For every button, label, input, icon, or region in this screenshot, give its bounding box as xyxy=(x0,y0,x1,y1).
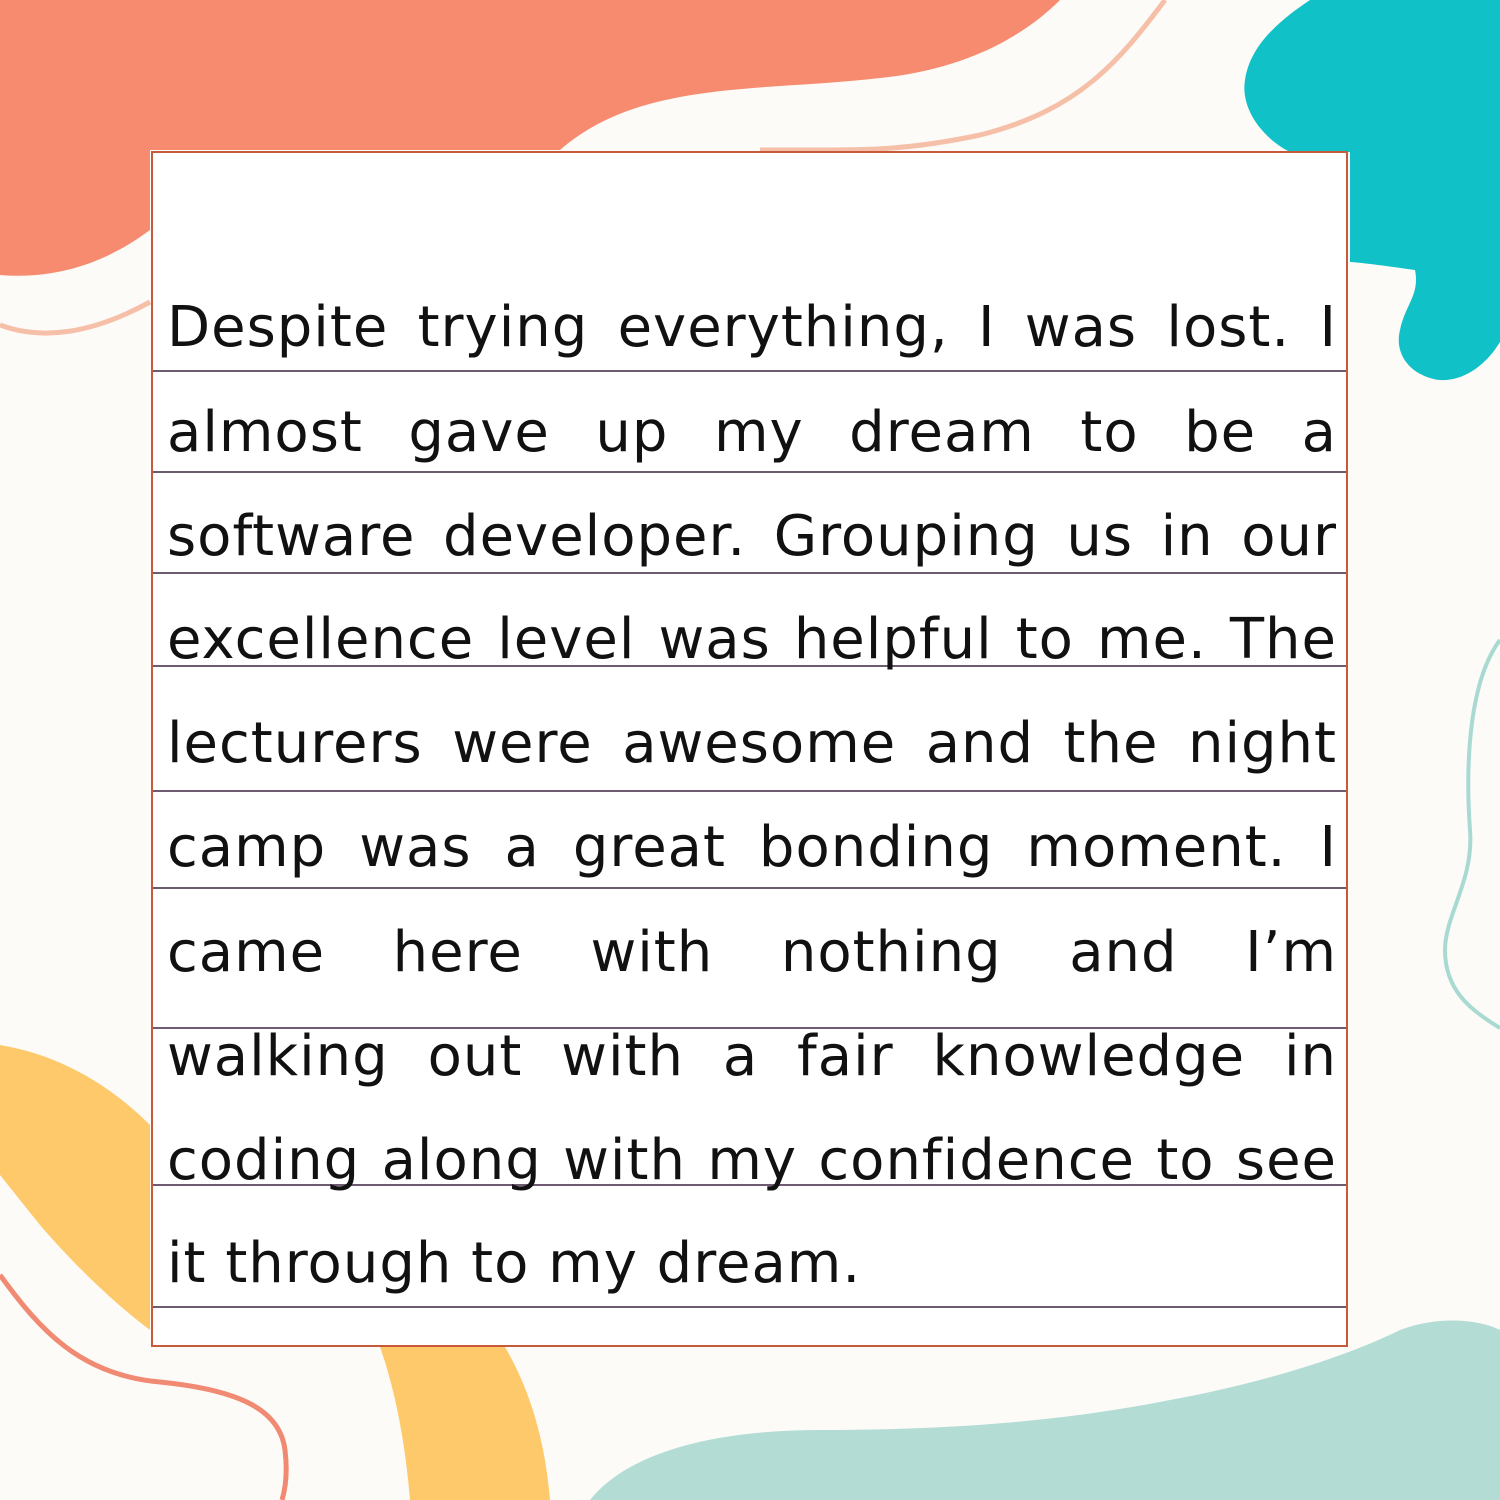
coral-blob xyxy=(0,0,1060,276)
text-line-9: coding along with my confidence to see xyxy=(167,1128,1337,1193)
lined-paper-card: Despite trying everything, I was lost. I… xyxy=(151,151,1348,1347)
yellow-blob xyxy=(0,1045,550,1500)
text-line-4: excellence level was helpful to me. The xyxy=(167,607,1337,672)
rule-line xyxy=(153,1306,1346,1308)
text-line-1: Despite trying everything, I was lost. I xyxy=(167,295,1337,360)
coral-curve-bottom xyxy=(0,1273,289,1500)
text-line-7: came here with nothing and I’m xyxy=(167,920,1337,985)
text-line-3: software developer. Grouping us in our xyxy=(167,504,1337,569)
peach-curve-top xyxy=(759,0,1167,153)
rule-line xyxy=(153,572,1346,574)
text-line-5: lecturers were awesome and the night xyxy=(167,711,1337,776)
rule-line xyxy=(153,887,1346,889)
mint-curve-right xyxy=(1442,638,1500,1030)
rule-line xyxy=(153,665,1346,667)
text-line-10: it through to my dream. xyxy=(167,1231,862,1296)
rule-line xyxy=(153,790,1346,792)
rule-line xyxy=(153,471,1346,473)
text-line-6: camp was a great bonding moment. I xyxy=(167,815,1337,880)
text-line-2: almost gave up my dream to be a xyxy=(167,400,1337,465)
rule-line xyxy=(153,1184,1346,1186)
teal-blob xyxy=(1244,0,1500,381)
rule-line xyxy=(153,370,1346,372)
peach-curve-left xyxy=(0,299,152,336)
mint-blob xyxy=(590,1320,1500,1500)
rule-line xyxy=(153,1027,1346,1029)
text-line-8: walking out with a fair knowledge in xyxy=(167,1024,1337,1089)
